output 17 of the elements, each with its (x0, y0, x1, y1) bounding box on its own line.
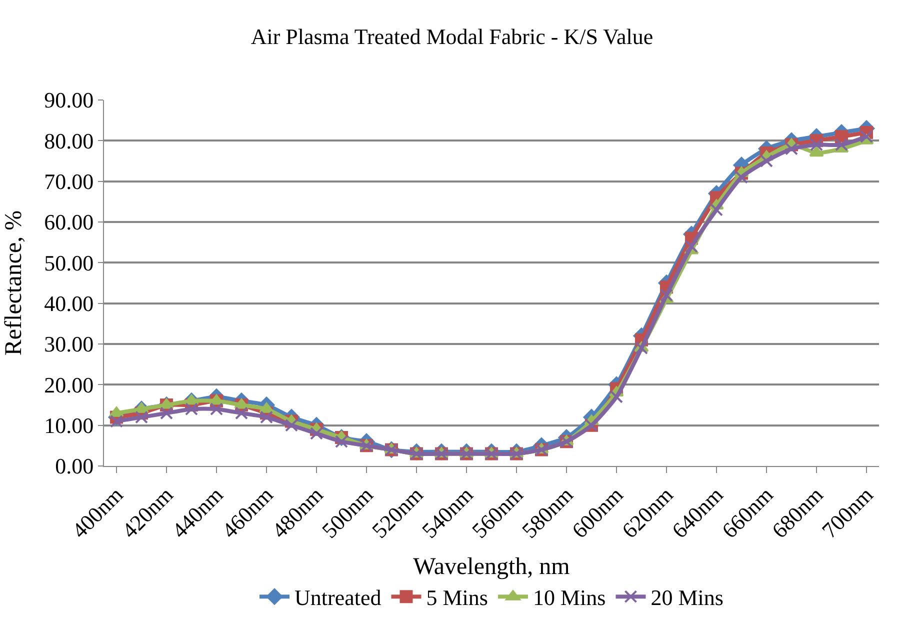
x-axis-title: Wavelength, nm (413, 554, 570, 580)
y-tick-label: 50.00 (44, 250, 94, 276)
y-tick-label: 30.00 (44, 332, 94, 357)
y-tick-label: 90.00 (44, 88, 94, 113)
y-axis-title: Reflectance, % (1, 210, 28, 356)
y-tick-label: 80.00 (44, 128, 94, 154)
y-tick-label: 0.00 (55, 454, 94, 479)
y-tick-label: 10.00 (44, 413, 94, 438)
y-tick-label: 20.00 (44, 372, 94, 398)
y-tick-label: 60.00 (44, 210, 94, 235)
legend-label: 10 Mins (532, 585, 606, 610)
chart-title: Air Plasma Treated Modal Fabric - K/S Value (250, 24, 654, 49)
legend-label: 5 Mins (426, 585, 488, 610)
y-tick-label: 70.00 (44, 169, 94, 194)
legend-label: Untreated (294, 585, 382, 610)
legend-label: 20 Mins (650, 585, 724, 610)
y-tick-label: 40.00 (44, 291, 94, 316)
